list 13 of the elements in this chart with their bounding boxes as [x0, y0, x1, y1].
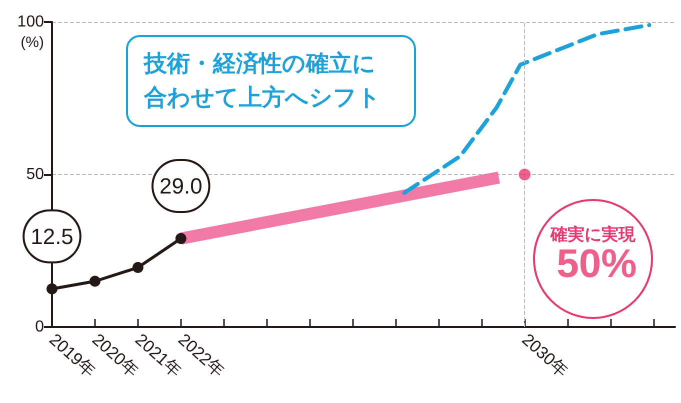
- y-axis-title: (%): [20, 34, 44, 51]
- y-tick-label: 0: [35, 318, 44, 336]
- annotation: 技術・経済性の確立に合わせて上方へシフト: [126, 35, 416, 127]
- line-series: [402, 23, 652, 195]
- point: [46, 283, 58, 294]
- data-label: 29.0: [159, 174, 202, 199]
- point: [517, 167, 532, 182]
- point: [175, 233, 186, 244]
- point: [132, 262, 144, 274]
- y-tick-label: 50: [26, 166, 44, 183]
- data-label: 12.5: [30, 224, 74, 249]
- point: [89, 276, 100, 287]
- y-tick-label: 100: [17, 14, 44, 30]
